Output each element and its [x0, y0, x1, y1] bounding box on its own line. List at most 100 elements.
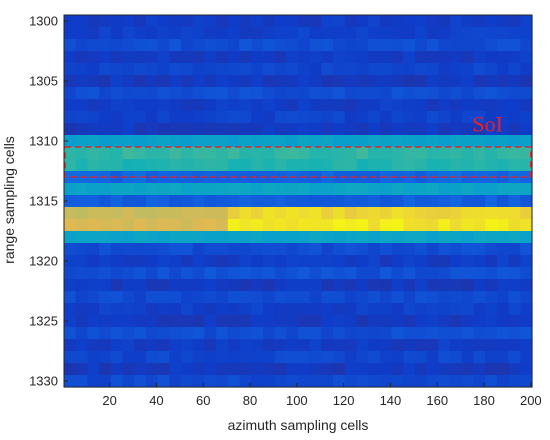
heatmap-cell	[473, 63, 486, 76]
heatmap-cell	[473, 339, 486, 352]
heatmap-cell	[286, 147, 299, 160]
heatmap-cell	[485, 87, 498, 100]
heatmap-cell	[239, 363, 252, 376]
heatmap-cell	[134, 303, 147, 316]
heatmap-cell	[122, 123, 135, 136]
heatmap-cell	[415, 123, 428, 136]
heatmap-cell	[274, 39, 287, 52]
heatmap-cell	[508, 327, 521, 340]
heatmap-cell	[122, 171, 135, 184]
heatmap-cell	[426, 75, 439, 88]
heatmap-cell	[99, 51, 112, 64]
heatmap-cell	[87, 27, 100, 40]
heatmap-cell	[309, 231, 322, 244]
heatmap-cell	[496, 195, 510, 208]
heatmap-cell	[239, 255, 252, 268]
heatmap-cell	[169, 159, 182, 172]
heatmap-cell	[251, 339, 264, 352]
heatmap-cell	[344, 51, 358, 64]
heatmap-cell	[333, 315, 346, 328]
heatmap-cell	[157, 39, 170, 52]
heatmap-cell	[157, 111, 170, 124]
heatmap-cell	[251, 219, 264, 232]
heatmap-cell	[415, 315, 428, 328]
heatmap-cell	[216, 207, 229, 220]
heatmap-cell	[426, 15, 439, 28]
heatmap-cell	[309, 159, 322, 172]
heatmap-cell	[309, 99, 322, 112]
heatmap-cell	[508, 87, 521, 100]
heatmap-cell	[450, 51, 463, 64]
heatmap-cell	[298, 87, 311, 100]
heatmap-cell	[321, 87, 334, 100]
heatmap-cell	[286, 195, 299, 208]
heatmap-cell	[485, 375, 498, 388]
heatmap-cell	[403, 183, 416, 196]
heatmap-cell	[461, 267, 475, 280]
heatmap-cell	[87, 135, 100, 148]
heatmap-cell	[426, 183, 439, 196]
heatmap-cell	[298, 111, 311, 124]
heatmap-cell	[344, 219, 358, 232]
heatmap-cell	[379, 51, 393, 64]
heatmap-cell	[496, 363, 510, 376]
heatmap-cell	[520, 15, 533, 28]
heatmap-cell	[75, 351, 88, 364]
y-axis-ticks: 1300 1305 1310 1315 1320 1325 1330	[29, 14, 68, 389]
heatmap-cell	[379, 315, 393, 328]
heatmap-cell	[356, 15, 369, 28]
heatmap-cell	[356, 303, 369, 316]
heatmap-cell	[64, 87, 77, 100]
heatmap-cell	[426, 339, 439, 352]
heatmap-cell	[110, 207, 124, 220]
heatmap-cell	[496, 63, 510, 76]
heatmap-cell	[169, 315, 182, 328]
heatmap-cell	[520, 291, 533, 304]
heatmap-cell	[239, 267, 252, 280]
heatmap-cell	[391, 339, 404, 352]
heatmap-cell	[298, 207, 311, 220]
heatmap-cell	[110, 99, 124, 112]
heatmap-cell	[274, 267, 287, 280]
heatmap-cell	[64, 99, 77, 112]
heatmap-cell	[333, 255, 346, 268]
heatmap-cell	[356, 207, 369, 220]
heatmap-cell	[438, 351, 451, 364]
heatmap-cell	[87, 315, 100, 328]
heatmap-cell	[321, 51, 334, 64]
heatmap-cell	[344, 243, 358, 256]
heatmap-cell	[344, 363, 358, 376]
heatmap-cell	[169, 339, 182, 352]
heatmap-cell	[391, 63, 404, 76]
heatmap-cell	[379, 99, 393, 112]
heatmap-cell	[87, 99, 100, 112]
heatmap-cell	[227, 99, 241, 112]
heatmap-cell	[145, 75, 159, 88]
heatmap-cell	[379, 207, 393, 220]
heatmap-cell	[239, 351, 252, 364]
heatmap-cell	[122, 27, 135, 40]
heatmap-cell	[216, 363, 229, 376]
heatmap-cell	[368, 159, 381, 172]
heatmap-cell	[134, 279, 147, 292]
heatmap-cell	[122, 315, 135, 328]
heatmap-cell	[157, 15, 170, 28]
heatmap-cell	[157, 183, 170, 196]
heatmap-cell	[344, 267, 358, 280]
heatmap-cell	[403, 123, 416, 136]
heatmap-cell	[216, 147, 229, 160]
heatmap-cell	[403, 147, 416, 160]
heatmap-cell	[145, 135, 159, 148]
heatmap-cell	[321, 111, 334, 124]
heatmap-cell	[321, 171, 334, 184]
heatmap-cell	[426, 39, 439, 52]
heatmap-cell	[403, 351, 416, 364]
heatmap-cell	[274, 27, 287, 40]
heatmap-cell	[75, 183, 88, 196]
heatmap-cell	[379, 75, 393, 88]
heatmap-cell	[134, 171, 147, 184]
heatmap-cell	[508, 15, 521, 28]
heatmap-cell	[204, 39, 217, 52]
heatmap-cell	[122, 279, 135, 292]
heatmap-cell	[169, 75, 182, 88]
